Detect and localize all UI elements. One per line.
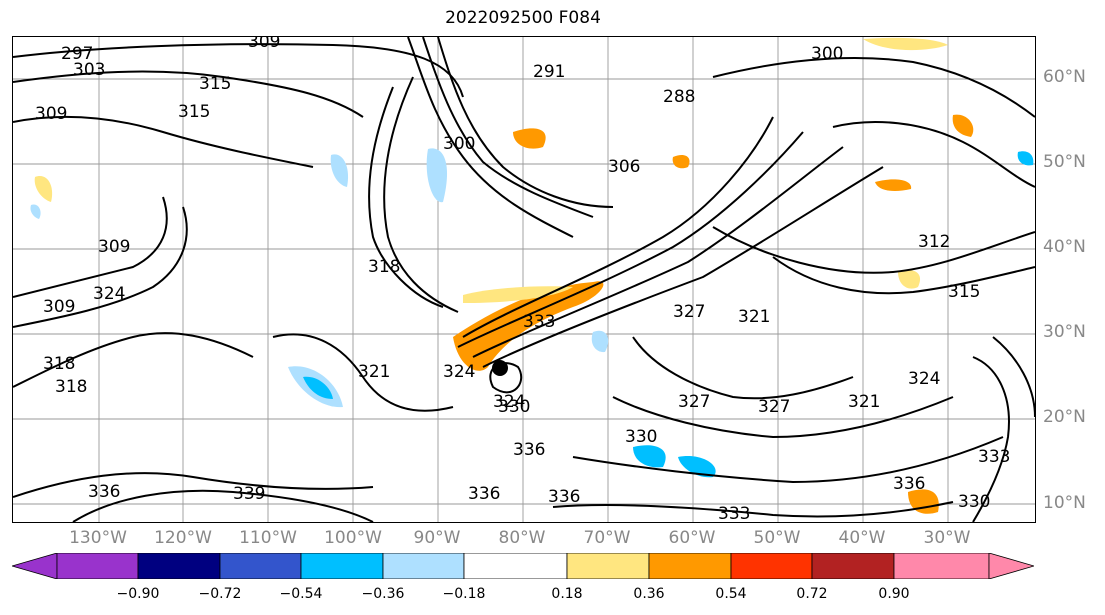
colorbar-segment: [219, 553, 302, 579]
contour-label: 312: [918, 232, 950, 252]
lon-label: 120°W: [154, 528, 212, 548]
contour-labels: 297 303 309 300 315 315 309 300 291 288 …: [35, 37, 1010, 522]
contour-label: 336: [468, 484, 500, 504]
contour-label: 291: [533, 62, 565, 82]
contour-label: 336: [893, 474, 925, 494]
contour-label: 330: [958, 492, 990, 512]
colorbar-tick-label: −0.36: [361, 586, 405, 602]
contour-label: 318: [55, 377, 87, 397]
colorbar-segment: [566, 553, 650, 579]
colorbar-tick-label: 0.36: [633, 586, 665, 602]
colorbar-tick-label: 0.18: [551, 586, 583, 602]
contour-label: 288: [663, 87, 695, 107]
colorbar-tick-label: 0.54: [715, 586, 747, 602]
contour-label: 300: [811, 44, 843, 64]
map-panel: 297 303 309 300 315 315 309 300 291 288 …: [12, 36, 1036, 523]
contour-label: 300: [443, 134, 475, 154]
contour-label: 324: [443, 362, 475, 382]
contour-label: 321: [848, 392, 880, 412]
lon-label: 90°W: [413, 528, 461, 548]
contour-label: 327: [678, 392, 710, 412]
contour-label: 324: [93, 284, 125, 304]
contour-label: 333: [718, 504, 750, 522]
contour-label: 339: [233, 484, 265, 504]
contour-lines: [13, 37, 1035, 522]
lon-label: 60°W: [668, 528, 716, 548]
colorbar-segment: [893, 553, 990, 579]
contour-label: 330: [625, 427, 657, 447]
colorbar-segment: [12, 553, 58, 579]
contour-label: 333: [978, 447, 1010, 467]
lat-label: 60°N: [1043, 67, 1086, 87]
colorbar: [12, 553, 1034, 579]
contour-label: 321: [738, 307, 770, 327]
contour-label: 315: [178, 102, 210, 122]
lat-label: 50°N: [1043, 152, 1086, 172]
lat-label: 20°N: [1043, 407, 1086, 427]
colorbar-segment: [463, 553, 568, 579]
lon-label: 100°W: [324, 528, 382, 548]
colorbar-tick-label: −0.72: [198, 586, 242, 602]
lat-label: 40°N: [1043, 237, 1086, 257]
colorbar-segment: [56, 553, 139, 579]
colorbar-segment: [137, 553, 221, 579]
colorbar-segment: [730, 553, 813, 579]
contour-label: 327: [673, 302, 705, 322]
contour-label: 333: [523, 312, 555, 332]
storm-center-marker: [492, 360, 508, 376]
map-title: 2022092500 F084: [445, 8, 601, 28]
lat-label: 10°N: [1043, 493, 1086, 513]
map-canvas: 297 303 309 300 315 315 309 300 291 288 …: [13, 37, 1035, 522]
lat-label: 30°N: [1043, 322, 1086, 342]
contour-label: 309: [248, 37, 280, 52]
contour-label: 336: [548, 487, 580, 507]
lon-label: 30°W: [923, 528, 971, 548]
contour-label: 297: [61, 44, 93, 64]
contour-label: 309: [43, 297, 75, 317]
contour-label: 324: [908, 369, 940, 389]
colorbar-tick-label: 0.72: [796, 586, 828, 602]
colorbar-segment: [382, 553, 465, 579]
contour-label: 303: [73, 60, 105, 80]
contour-label: 318: [43, 354, 75, 374]
colorbar-segment: [648, 553, 732, 579]
lon-label: 50°W: [753, 528, 801, 548]
lon-label: 110°W: [239, 528, 297, 548]
contour-label: 315: [199, 74, 231, 94]
lon-label: 40°W: [838, 528, 886, 548]
graticule: [13, 37, 1035, 522]
lon-label: 80°W: [498, 528, 546, 548]
colorbar-segment: [300, 553, 384, 579]
contour-label: 336: [88, 482, 120, 502]
contour-label: 330: [498, 397, 530, 417]
contour-label: 336: [513, 440, 545, 460]
contour-label: 321: [358, 362, 390, 382]
contour-label: 315: [948, 282, 980, 302]
contour-label: 327: [758, 397, 790, 417]
contour-label: 324: [493, 392, 525, 412]
colorbar-tick-label: 0.90: [878, 586, 910, 602]
contour-label: 309: [35, 104, 67, 124]
colorbar-tick-label: −0.90: [116, 586, 160, 602]
colorbar-segment: [811, 553, 895, 579]
contour-label: 306: [608, 157, 640, 177]
contour-label: 318: [368, 257, 400, 277]
contour-label: 309: [98, 237, 130, 257]
colorbar-tick-label: −0.18: [442, 586, 486, 602]
lon-label: 70°W: [583, 528, 631, 548]
lon-label: 130°W: [69, 528, 127, 548]
colorbar-tick-label: −0.54: [279, 586, 323, 602]
colorbar-segment: [988, 553, 1034, 579]
